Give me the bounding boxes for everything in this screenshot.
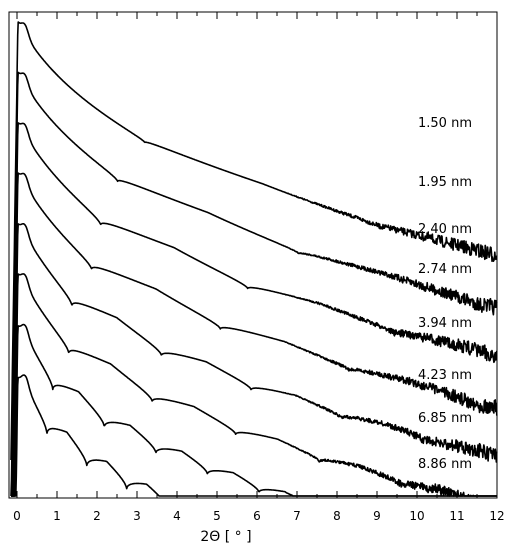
x-tick-label-9: 9 <box>373 509 381 523</box>
x-tick-label-0: 0 <box>13 509 21 523</box>
x-tick-label-4: 4 <box>173 509 181 523</box>
tick-labels: 0 1 2 3 4 5 6 7 8 9 10 11 12 <box>13 509 504 523</box>
series-label-6: 6.85 nm <box>418 411 472 426</box>
x-tick-label-8: 8 <box>333 509 341 523</box>
series-line-5 <box>10 273 498 497</box>
x-tick-label-7: 7 <box>293 509 301 523</box>
x-axis-label: 2Θ [ ° ] <box>200 529 251 545</box>
x-tick-label-10: 10 <box>409 509 424 523</box>
series-line-3 <box>10 172 498 497</box>
series-label-7: 8.86 nm <box>418 457 472 472</box>
series-line-2 <box>10 122 498 497</box>
series-label-0: 1.50 nm <box>418 116 472 131</box>
series-line-0 <box>10 21 498 461</box>
x-tick-label-2: 2 <box>93 509 101 523</box>
curve-labels: 1.50 nm 1.95 nm 2.40 nm 2.74 nm 3.94 nm 4.23 … <box>418 116 472 472</box>
series-label-3: 2.74 nm <box>418 262 472 277</box>
curves <box>10 21 498 497</box>
series-label-2: 2.40 nm <box>418 222 472 237</box>
series-line-4 <box>10 223 498 497</box>
plot-frame <box>8 11 498 499</box>
series-line-7 <box>10 374 498 497</box>
series-label-1: 1.95 nm <box>418 175 472 190</box>
x-tick-label-11: 11 <box>449 509 464 523</box>
x-tick-label-5: 5 <box>213 509 221 523</box>
series-label-5: 4.23 nm <box>418 368 472 383</box>
ticks <box>16 12 498 498</box>
x-tick-label-12: 12 <box>489 509 504 523</box>
series-label-4: 3.94 nm <box>418 316 472 331</box>
series-line-1 <box>10 71 498 497</box>
x-tick-label-3: 3 <box>133 509 141 523</box>
x-tick-label-6: 6 <box>253 509 261 523</box>
x-tick-label-1: 1 <box>53 509 61 523</box>
